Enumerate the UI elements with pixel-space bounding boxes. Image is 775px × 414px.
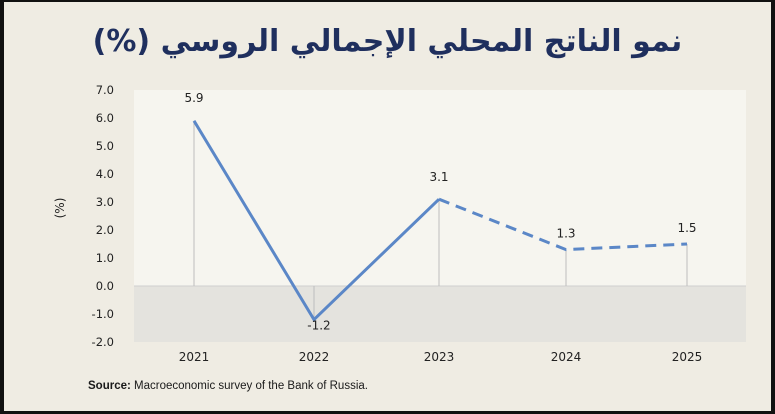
y-tick-label: 3.0: [96, 195, 114, 209]
x-tick-label: 2024: [551, 350, 582, 364]
data-label: 1.5: [677, 221, 696, 235]
chart-title: نمو الناتج المحلي الإجمالي الروسي (%): [92, 24, 683, 59]
y-axis-ticks: 7.0 6.0 5.0 4.0 3.0 2.0 1.0 0.0 -1.0 -2.0: [92, 83, 114, 349]
data-label: 3.1: [429, 170, 448, 184]
x-tick-label: 2023: [424, 350, 455, 364]
y-tick-label: 5.0: [96, 139, 114, 153]
y-tick-label: 0.0: [96, 279, 114, 293]
y-axis-label: (%): [53, 198, 67, 219]
negative-band: [134, 286, 746, 342]
y-tick-label: 2.0: [96, 223, 114, 237]
source-label: Source:: [88, 380, 131, 392]
y-tick-label: -2.0: [92, 335, 114, 349]
y-tick-label: -1.0: [92, 307, 114, 321]
x-tick-label: 2022: [299, 350, 330, 364]
series-line-actual: [192, 120, 441, 322]
data-label: 5.9: [184, 91, 203, 105]
drop-lines: [193, 120, 688, 320]
x-tick-label: 2025: [672, 350, 703, 364]
y-tick-label: 7.0: [96, 83, 114, 97]
data-label: -1.2: [307, 319, 330, 333]
series-line-forecast: [438, 197, 688, 252]
x-tick-label: 2021: [179, 350, 210, 364]
y-tick-label: 1.0: [96, 251, 114, 265]
y-tick-label: 4.0: [96, 167, 114, 181]
data-label: 1.3: [556, 227, 575, 241]
source-text: Macroeconomic survey of the Bank of Russ…: [130, 380, 368, 392]
line-chart: 7.0 6.0 5.0 4.0 3.0 2.0 1.0 0.0 -1.0 -2.0 (%) 5.9…: [53, 83, 746, 364]
y-tick-label: 6.0: [96, 111, 114, 125]
x-axis-ticks: 2021 2022 2023 2024 2025: [179, 350, 703, 364]
value-labels: 5.9 -1.2 3.1 1.3 1.5: [184, 91, 696, 333]
source-note: Source: Macroeconomic survey of the Bank…: [88, 380, 368, 392]
